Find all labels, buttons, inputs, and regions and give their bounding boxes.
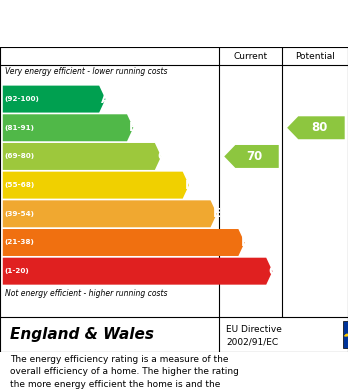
Text: (81-91): (81-91) [5, 125, 34, 131]
Text: The energy efficiency rating is a measure of the
overall efficiency of a home. T: The energy efficiency rating is a measur… [10, 355, 239, 391]
Text: (1-20): (1-20) [5, 268, 29, 274]
Polygon shape [3, 200, 217, 227]
Polygon shape [3, 229, 245, 256]
Text: C: C [157, 150, 166, 163]
Text: G: G [268, 265, 278, 278]
Text: EU Directive: EU Directive [226, 325, 282, 334]
Polygon shape [287, 116, 345, 139]
Text: 80: 80 [311, 121, 327, 134]
Text: 2002/91/EC: 2002/91/EC [226, 337, 278, 346]
Polygon shape [3, 143, 161, 170]
Text: (92-100): (92-100) [5, 96, 39, 102]
Text: England & Wales: England & Wales [10, 327, 155, 342]
Text: D: D [185, 179, 195, 192]
Text: 70: 70 [247, 150, 263, 163]
Text: B: B [129, 121, 138, 134]
Polygon shape [3, 258, 272, 285]
Text: Potential: Potential [295, 52, 335, 61]
Polygon shape [3, 86, 105, 113]
Text: (21-38): (21-38) [5, 240, 34, 246]
Polygon shape [224, 145, 279, 168]
Text: A: A [101, 93, 110, 106]
Text: Not energy efficient - higher running costs: Not energy efficient - higher running co… [5, 289, 168, 298]
Text: (39-54): (39-54) [5, 211, 34, 217]
Text: Current: Current [234, 52, 268, 61]
FancyBboxPatch shape [343, 321, 348, 348]
Text: E: E [213, 207, 221, 220]
Text: Energy Efficiency Rating: Energy Efficiency Rating [10, 16, 232, 31]
Polygon shape [3, 114, 133, 141]
Text: (55-68): (55-68) [5, 182, 35, 188]
Text: Very energy efficient - lower running costs: Very energy efficient - lower running co… [5, 67, 168, 76]
Text: (69-80): (69-80) [5, 153, 35, 160]
Polygon shape [3, 172, 189, 199]
Text: F: F [240, 236, 248, 249]
